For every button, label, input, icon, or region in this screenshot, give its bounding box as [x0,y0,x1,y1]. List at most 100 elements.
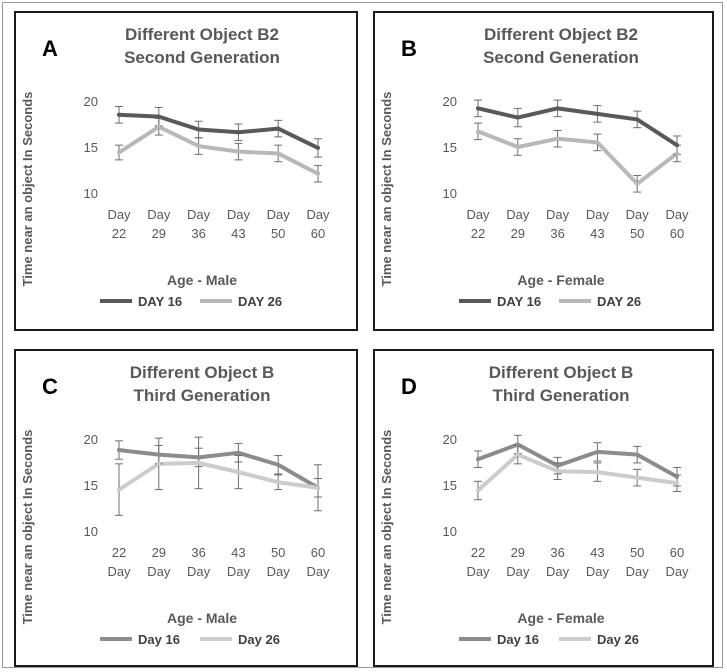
data-point [595,449,600,454]
series-line-day-16 [476,442,679,479]
legend-label: DAY 26 [597,294,641,309]
x-tick-label: 60 [670,226,684,241]
y-tick-label: 20 [84,432,98,447]
y-tick-label: 15 [84,140,98,155]
y-tick-label: 10 [84,186,98,201]
x-tick-label: Day [586,207,610,222]
data-point [117,150,121,155]
data-point [236,149,241,154]
legend-label: Day 16 [138,632,180,647]
data-point [316,145,320,150]
data-point [156,452,161,457]
x-tick-label: Day [466,564,490,579]
x-tick-label: Day [306,564,330,579]
data-point [595,470,600,475]
y-axis-label: Time near an object In Seconds [379,92,394,287]
data-point [675,143,679,148]
panel-label: B [401,36,417,61]
data-point [595,140,600,145]
legend-label: Day 26 [597,632,639,647]
y-tick-label: 20 [84,94,98,109]
data-point [236,450,241,455]
legend-label: DAY 16 [138,294,182,309]
y-axis-label: Time near an object In Seconds [20,430,35,625]
x-tick-label: Day [187,207,211,222]
y-tick-label: 15 [443,140,457,155]
chart-title-line: Different Object B [130,363,275,382]
data-point [635,475,640,480]
x-tick-label: Day [147,207,171,222]
x-tick-label: Day [626,207,650,222]
data-point [156,461,161,466]
panel-label: C [42,374,58,399]
data-point [276,126,281,131]
x-tick-label: Day [147,564,171,579]
chart-svg-b: B Different Object B2 Second Generation Tim… [379,25,689,309]
data-point [276,480,281,485]
x-tick-label: Day [107,564,131,579]
data-point [196,127,201,132]
x-tick-label: Day [626,564,650,579]
y-tick-label: 10 [443,524,457,539]
x-tick-label: Day [586,564,610,579]
x-tick-label: Day [466,207,490,222]
chart-title-line: Second Generation [124,48,280,67]
x-tick-label: 50 [271,545,285,560]
legend-label: DAY 26 [238,294,282,309]
x-tick-label: 60 [311,226,325,241]
x-tick-label: 60 [670,545,684,560]
data-point [515,115,520,120]
data-point [196,460,201,465]
x-tick-label: Day [227,207,251,222]
series-line-day-26 [476,452,679,493]
data-point [515,452,520,457]
x-tick-label: 29 [152,226,166,241]
data-point [236,130,241,135]
data-point [515,442,520,447]
x-tick-label: Day [546,564,570,579]
x-tick-label: 50 [271,226,285,241]
data-point [476,106,480,111]
x-axis-label: Age - Female [517,610,604,626]
data-point [316,485,320,490]
chart-title-line: Different Object B [489,363,634,382]
data-point [515,145,520,149]
legend-label: Day 16 [497,632,539,647]
x-tick-label: Day [506,207,530,222]
series-line-day-26 [117,460,320,492]
series-line-day-26 [117,124,320,176]
y-axis-label: Time near an object In Seconds [379,430,394,625]
y-tick-label: 20 [443,94,457,109]
data-point [555,469,560,474]
x-tick-label: Day [187,564,211,579]
data-point [316,171,320,176]
data-point [555,136,560,141]
data-point [196,455,201,460]
chart-title-line: Third Generation [134,386,271,405]
data-point [595,111,600,116]
legend-label: Day 26 [238,632,280,647]
data-point [156,114,161,119]
chart-title-line: Different Object B2 [125,25,279,44]
data-point [635,181,640,186]
y-tick-label: 20 [443,432,457,447]
x-tick-label: 43 [590,545,604,560]
y-tick-label: 15 [443,478,457,493]
panel-c: C Different Object B Third Generation Time … [14,349,358,667]
x-tick-label: 50 [630,226,644,241]
chart-svg-d: D Different Object B Third Generation Time … [379,363,689,647]
data-point [675,151,679,156]
panel-a: A Different Object B2 Second Generation Tim… [14,11,358,331]
x-axis-label: Age - Female [517,272,604,288]
panel-d: D Different Object B Third Generation Time … [373,349,714,667]
y-axis-label: Time near an object In Seconds [20,92,35,287]
data-point [476,457,480,462]
x-tick-label: Day [306,207,330,222]
chart-svg-a: A Different Object B2 Second Generation Tim… [20,25,330,309]
x-tick-label: Day [107,207,131,222]
data-point [635,452,640,457]
series-line-day-16 [476,106,679,148]
data-point [276,462,281,467]
x-tick-label: Day [267,564,291,579]
